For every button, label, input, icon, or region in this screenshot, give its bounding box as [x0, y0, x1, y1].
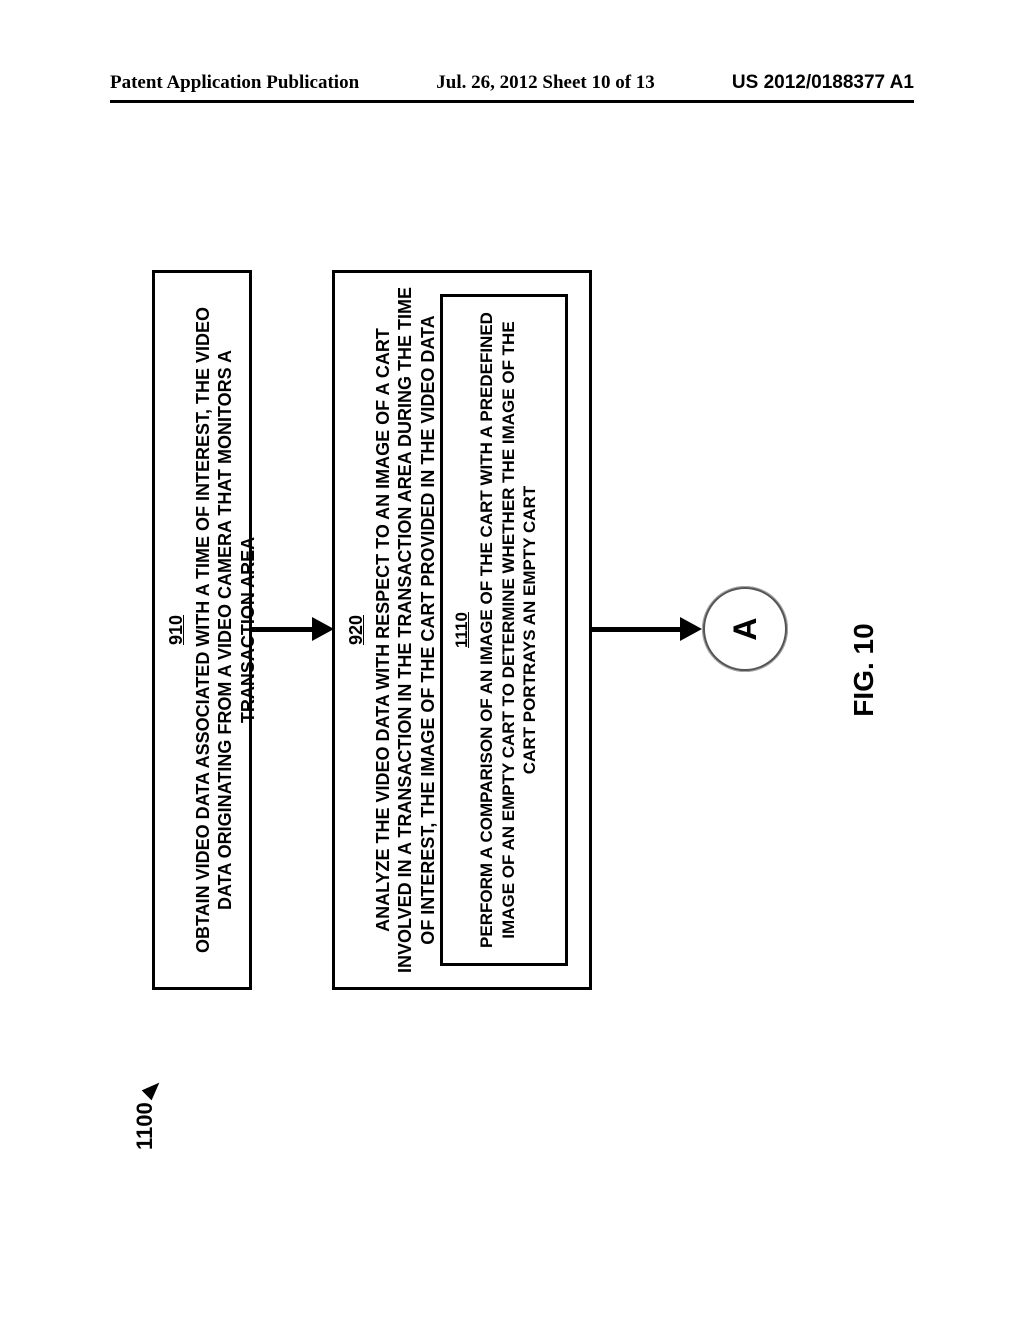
arrow-down-icon [680, 618, 702, 642]
arrow-1-stem [252, 627, 314, 632]
box-text-910: OBTAIN VIDEO DATA ASSOCIATED WITH A TIME… [193, 307, 258, 953]
box-number-1110: 1110 [451, 307, 472, 953]
page-header: Patent Application Publication Jul. 26, … [0, 72, 1024, 94]
header-center: Jul. 26, 2012 Sheet 10 of 13 [436, 72, 655, 94]
arrow-down-icon [312, 618, 334, 642]
box-number-920: 920 [345, 287, 368, 973]
flow-box-910: 910 OBTAIN VIDEO DATA ASSOCIATED WITH A … [152, 270, 252, 990]
flow-box-1110: 1110 PERFORM A COMPARISON OF AN IMAGE OF… [440, 294, 568, 966]
off-page-connector: A [702, 586, 788, 672]
arrow-2-stem [592, 627, 682, 632]
header-right: US 2012/0188377 A1 [732, 72, 914, 94]
flowchart-diagram: 1100 910 OBTAIN VIDEO DATA ASSOCIATED WI… [132, 160, 892, 1180]
figure-label: FIG. 10 [848, 623, 880, 716]
box-number-910: 910 [165, 287, 188, 973]
header-rule [110, 100, 914, 103]
box-text-920: ANALYZE THE VIDEO DATA WITH RESPECT TO A… [373, 287, 438, 973]
reference-arrow-icon [142, 1078, 165, 1101]
reference-numeral-1100: 1100 [132, 1102, 158, 1150]
header-left: Patent Application Publication [110, 72, 359, 94]
connector-label: A [727, 617, 764, 640]
box-text-1110: PERFORM A COMPARISON OF AN IMAGE OF THE … [477, 312, 539, 948]
